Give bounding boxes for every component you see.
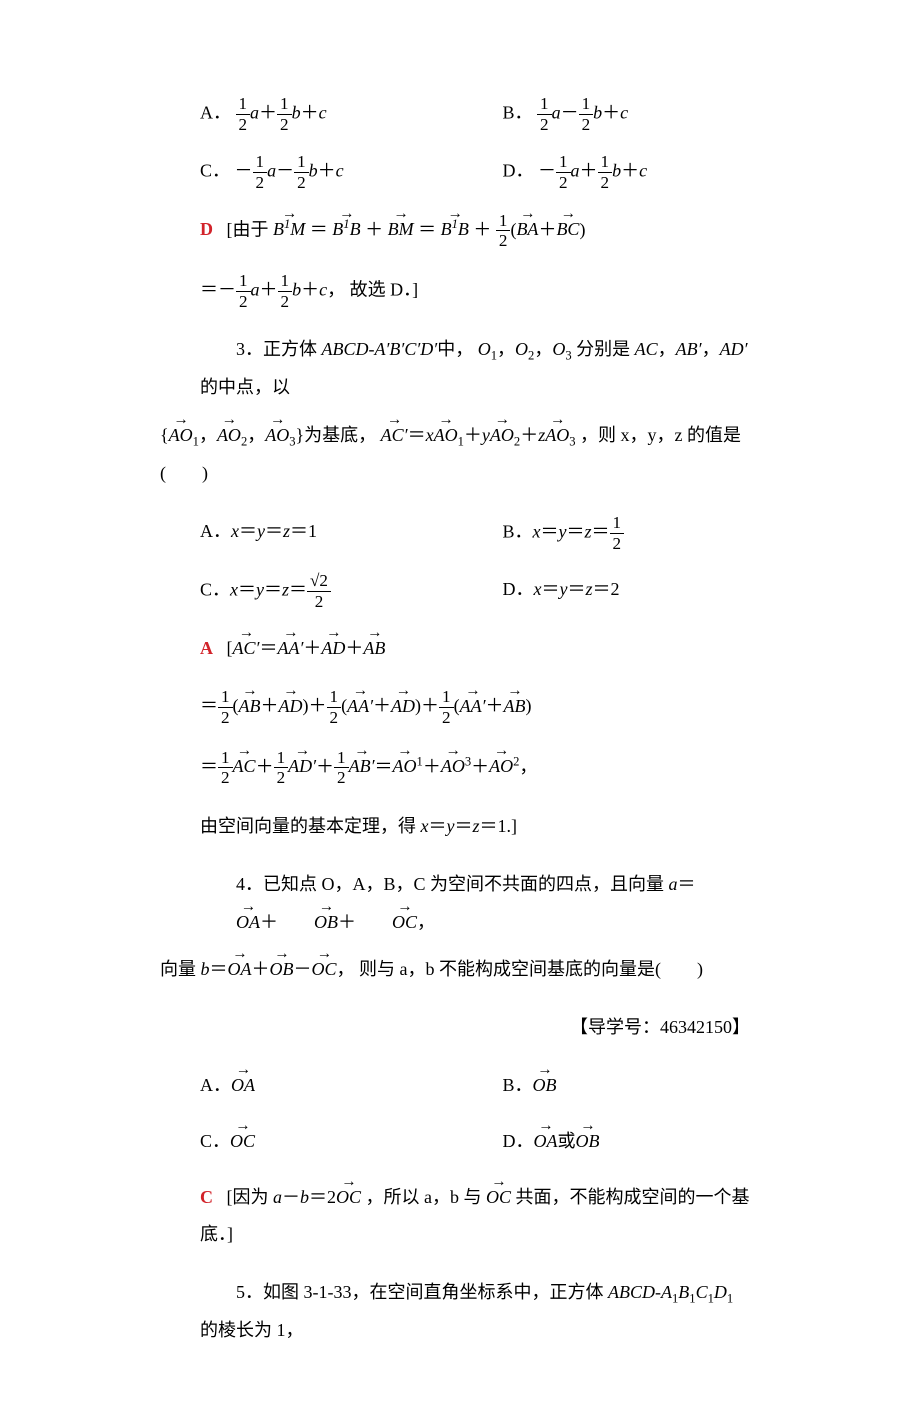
q3-option-d: D．x＝y＝z＝2 [503, 571, 751, 611]
q3-answer-line3: ＝12AC＋12AD′＋12AB′＝AO1＋AO3＋AO2， [200, 748, 750, 788]
q4-option-c: C．OC [200, 1123, 503, 1161]
q4-option-b: B．OB [503, 1067, 751, 1105]
cube-label: ABCD-A′B′C′D′ [322, 339, 438, 359]
option-label: D． [503, 161, 534, 181]
option-label: C． [200, 161, 230, 181]
vector-oa: OA [231, 1067, 255, 1105]
q4-answer: C [因为 a－b＝2OC ，所以 a，b 与 OC 共面，不能构成空间的一个基… [200, 1179, 750, 1255]
q4-stem-c: 则与 a，b 不能构成空间基底的向量是( ) [359, 959, 703, 979]
q3-option-c: C．x＝y＝z＝√22 [200, 571, 503, 611]
q-top-option-a: A． 12a＋12b＋c [200, 94, 503, 134]
option-label: C． [200, 1131, 230, 1151]
option-label: C． [200, 580, 230, 600]
answer-open: [由于 [227, 219, 269, 239]
study-ref: 【导学号：46342150】 [200, 1009, 750, 1047]
option-label: D． [503, 579, 534, 599]
option-label: A． [200, 102, 231, 122]
q3-answer-line1: A [AC′＝AA′＋AD＋AB [200, 630, 750, 668]
q3-stem-line1: 3．正方体 ABCD-A′B′C′D′中， O1，O2，O3 分别是 AC，AB… [200, 331, 750, 407]
q3-options-row2: C．x＝y＝z＝√22 D．x＝y＝z＝2 [200, 571, 750, 611]
q-top-answer-line1: D [由于 B1M ＝ B1B ＋ BM ＝ B1B ＋ 12(BA＋BC) [200, 211, 750, 251]
vector-ob: OB [533, 1067, 557, 1105]
option-label: B． [503, 102, 533, 122]
q3-option-a: A．x＝y＝z＝1 [200, 513, 503, 553]
q4-options-row1: A．OA B．OB [200, 1067, 750, 1105]
q-top-options-row2: C． －12a－12b＋c D． －12a＋12b＋c [200, 152, 750, 192]
q3-options-row1: A．x＝y＝z＝1 B．x＝y＝z＝12 [200, 513, 750, 553]
q4-options-row2: C．OC D．OA或OB [200, 1123, 750, 1161]
answer-letter: D [200, 219, 213, 239]
q4-stem-line1: 4．已知点 O，A，B，C 为空间不共面的四点，且向量 a＝OA＋OB＋OC， [200, 866, 750, 942]
q3-number: 3． [236, 339, 263, 359]
q4-stem-b: 向量 [160, 959, 201, 979]
q-top-options-row1: A． 12a＋12b＋c B． 12a－12b＋c [200, 94, 750, 134]
q3-stem-line2: {AO1，AO2，AO3}为基底， AC′＝xAO1＋yAO2＋zAO3 ，则 … [160, 417, 750, 493]
fraction: 12 [236, 94, 251, 134]
option-label: D． [503, 1131, 534, 1151]
q4-stem-line2: 向量 b＝OA＋OB－OC， 则与 a，b 不能构成空间基底的向量是( ) [160, 951, 750, 989]
option-label: A． [200, 521, 231, 541]
q-top-option-c: C． －12a－12b＋c [200, 152, 503, 192]
option-label: B． [503, 1075, 533, 1095]
vector-oc: OC [230, 1123, 255, 1161]
q5-number: 5． [236, 1282, 263, 1302]
q5-stem: 5．如图 3-1-33，在空间直角坐标系中，正方体 ABCD-A1B1C1D1 … [200, 1274, 750, 1350]
vector-b1m: B1M [273, 211, 305, 249]
q-top-option-d: D． －12a＋12b＋c [503, 152, 751, 192]
q4-option-d: D．OA或OB [503, 1123, 751, 1161]
q3-option-b: B．x＝y＝z＝12 [503, 513, 751, 553]
q3-answer-line2: ＝12(AB＋AD)＋12(AA′＋AD)＋12(AA′＋AB) [200, 687, 750, 727]
q3-answer-line4: 由空间向量的基本定理，得 x＝y＝z＝1.] [200, 808, 750, 846]
q-top-answer-line2: ＝－12a＋12b＋c， 故选 D．] [200, 271, 750, 311]
q-top-option-b: B． 12a－12b＋c [503, 94, 751, 134]
option-label: B． [503, 521, 533, 541]
answer-letter: C [200, 1187, 213, 1207]
option-label: A． [200, 1075, 231, 1095]
answer-letter: A [200, 638, 213, 658]
answer-tail: 故选 D．] [350, 279, 419, 299]
q4-option-a: A．OA [200, 1067, 503, 1105]
